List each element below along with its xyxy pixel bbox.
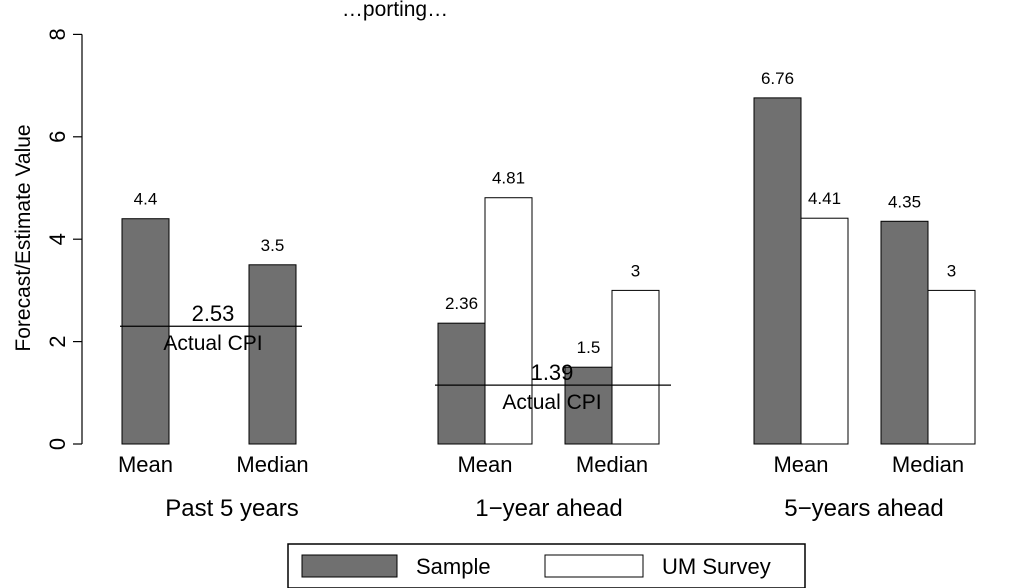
legend-swatch-um-survey [544, 554, 644, 578]
reference-lines: 2.53 Actual CPI 1.39 Actual CPI [120, 301, 671, 414]
category-label: Median [892, 452, 964, 477]
reference-text-label: Actual CPI [163, 332, 262, 355]
y-tick-label: 6 [45, 131, 70, 143]
bar-sample [564, 366, 613, 445]
data-label-sample: 4.4 [134, 190, 158, 209]
value-labels: 4.4 3.5 2.36 4.81 1.5 3 6.76 4.41 4.35 3 [134, 69, 957, 357]
legend-label-sample: Sample [416, 554, 491, 579]
data-label-um-survey: 4.41 [808, 189, 841, 208]
bars [121, 97, 976, 445]
legend-swatch-sample [301, 554, 398, 578]
bar-sample [248, 264, 297, 445]
reference-value-label: 2.53 [192, 301, 235, 326]
chart-title: …porting… [342, 0, 448, 21]
data-label-um-survey: 3 [947, 261, 956, 280]
group-label: 1−year ahead [475, 495, 622, 522]
x-axis-labels: Mean Median Past 5 years Mean Median 1−year a… [118, 452, 964, 522]
bar-sample [121, 218, 170, 445]
group-label: 5−years ahead [784, 495, 943, 522]
legend: Sample UM Survey [287, 543, 806, 588]
category-label: Median [236, 452, 308, 477]
data-label-sample: 1.5 [577, 338, 601, 357]
y-tick-label: 2 [45, 335, 70, 347]
y-axis-title: Forecast/Estimate Value [12, 124, 35, 351]
y-tick-label: 0 [45, 438, 70, 450]
legend-label-um-survey: UM Survey [662, 554, 771, 579]
bar-um-survey [484, 197, 533, 445]
bar-sample [753, 97, 802, 445]
category-label: Median [576, 452, 648, 477]
bar-um-survey [611, 289, 660, 445]
bar-um-survey [800, 217, 849, 445]
data-label-sample: 3.5 [261, 236, 285, 255]
y-tick-label: 4 [45, 233, 70, 245]
bar-sample [880, 220, 929, 445]
category-label: Mean [457, 452, 512, 477]
data-label-um-survey: 3 [631, 261, 640, 280]
data-label-sample: 4.35 [888, 192, 921, 211]
data-label-sample: 6.76 [761, 69, 794, 88]
data-label-um-survey: 4.81 [492, 169, 525, 188]
reference-text-label: Actual CPI [502, 391, 601, 414]
y-tick-label: 8 [45, 28, 70, 40]
category-label: Mean [118, 452, 173, 477]
group-label: Past 5 years [165, 495, 298, 522]
bar-um-survey [927, 289, 976, 445]
reference-value-label: 1.39 [531, 360, 574, 385]
y-axis: 0 2 4 6 8 [45, 28, 83, 450]
bar-sample [437, 322, 486, 445]
category-label: Mean [773, 452, 828, 477]
data-label-sample: 2.36 [445, 294, 478, 313]
